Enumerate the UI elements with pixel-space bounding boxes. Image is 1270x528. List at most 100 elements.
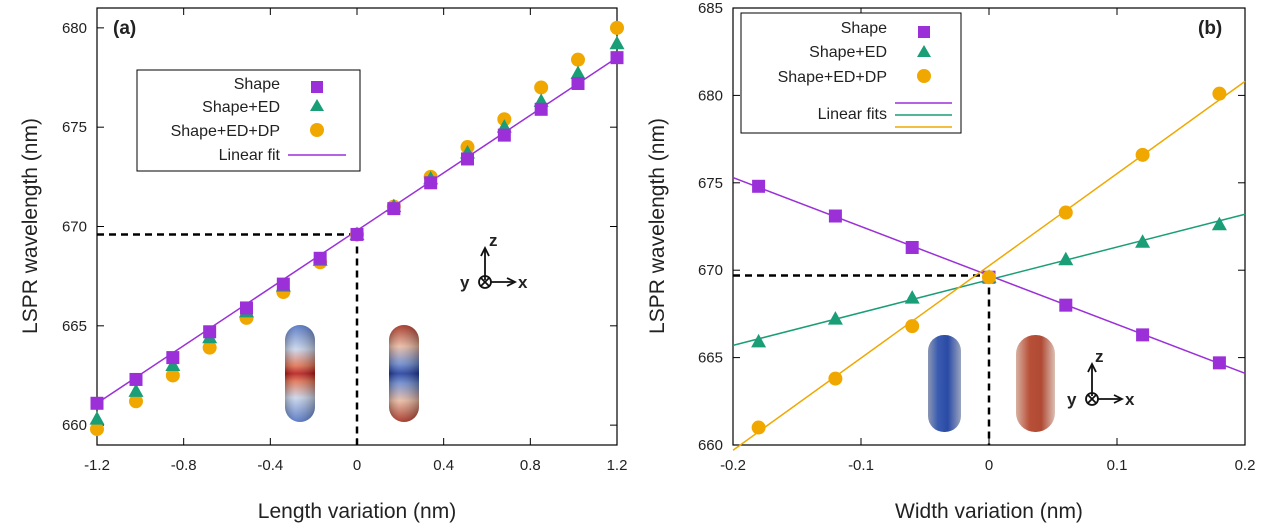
point-shape — [497, 128, 511, 142]
point-shape-ed — [1211, 216, 1227, 231]
x-tick-label: -0.1 — [848, 457, 874, 474]
y-axis-label-b: LSPR wavelength (nm) — [646, 118, 669, 334]
point-shape-ed — [89, 411, 105, 425]
nanorod-image-b-left — [928, 335, 961, 432]
point-shape-ed-dp — [571, 52, 585, 67]
legend-a: Shape Shape+ED Shape+ED+DP Linear fit — [136, 69, 361, 172]
point-shape-ed-dp — [828, 371, 843, 386]
axis-y-label-b: y — [1067, 390, 1077, 409]
legend-a-triangle-icon — [310, 99, 324, 111]
panel-a: -1.2 -0.8 -0.4 0 0.4 0.8 1.2 660 665 670 675 680 (a… — [19, 7, 627, 523]
legend-a-shape-ed-dp-label: Shape+ED+DP — [171, 123, 280, 140]
y-tick-label: 660 — [62, 417, 87, 434]
legend-b-circle-icon — [917, 69, 931, 83]
point-shape-ed-dp — [90, 422, 104, 437]
point-shape — [166, 351, 180, 365]
x-tick-label: 0.8 — [520, 457, 541, 474]
point-shape-ed — [609, 35, 625, 50]
point-shape — [387, 202, 401, 216]
point-shape-ed — [751, 333, 767, 348]
axis-z-label-b: z — [1095, 347, 1104, 366]
point-shape — [203, 325, 217, 339]
legend-b-fits-label: Linear fits — [818, 106, 887, 123]
point-shape — [828, 209, 842, 223]
point-shape — [90, 396, 104, 410]
point-shape-ed — [827, 311, 843, 325]
legend-b-shape-ed-label: Shape+ED — [809, 44, 887, 61]
legend-a-circle-icon — [310, 123, 324, 137]
panel-b: -0.2 -0.1 0 0.1 0.2 660 665 670 675 680 685 (b) Wi… — [646, 0, 1255, 523]
y-tick-label: 680 — [62, 20, 87, 37]
point-shape-ed-dp — [982, 270, 996, 285]
nanorod-image-a-left — [285, 325, 315, 422]
point-shape — [571, 76, 585, 90]
point-shape-ed — [570, 65, 586, 80]
point-shape — [1136, 328, 1150, 342]
legend-b-square-icon — [918, 26, 930, 38]
reference-lines-a — [97, 233, 359, 445]
y-tick-label: 670 — [698, 262, 723, 279]
point-shape — [424, 176, 438, 190]
coordinate-axes-a — [478, 245, 518, 289]
point-shape-ed — [1135, 234, 1151, 248]
point-shape-ed-dp — [534, 80, 549, 95]
y-tick-label: 660 — [698, 437, 723, 454]
linear-fits-b — [732, 80, 1246, 451]
legend-a-square-icon — [311, 81, 323, 93]
data-points-b — [751, 86, 1227, 435]
legend-b: Shape Shape+ED Shape+ED+DP Linear fits — [740, 12, 962, 134]
panel-label-a: (a) — [113, 18, 136, 39]
point-shape — [752, 179, 766, 193]
point-shape-ed — [128, 383, 144, 397]
reference-lines-b — [733, 274, 991, 445]
point-shape — [534, 102, 548, 116]
coordinate-axes-b — [1085, 361, 1125, 406]
point-shape-ed-dp — [165, 368, 180, 383]
y-tick-label: 670 — [62, 219, 87, 236]
y-axis-label-a: LSPR wavelength (nm) — [19, 118, 42, 334]
ticks-b: -0.2 -0.1 0 0.1 0.2 660 665 670 675 680 685 — [698, 0, 1255, 474]
axis-y-label-a: y — [460, 273, 470, 292]
point-shape-ed-dp — [905, 319, 920, 334]
legend-b-shape-ed-dp-label: Shape+ED+DP — [778, 69, 887, 86]
x-axis-label-b: Width variation (nm) — [895, 500, 1083, 523]
y-tick-label: 675 — [62, 119, 87, 136]
point-shape-ed-dp — [202, 340, 217, 355]
y-tick-label: 680 — [698, 87, 723, 104]
point-shape-ed-dp — [1135, 147, 1150, 162]
fit-line — [732, 80, 1246, 451]
point-shape-ed — [165, 357, 181, 372]
point-shape — [610, 51, 624, 65]
axis-z-label-a: z — [489, 231, 498, 250]
legend-a-shape-ed-label: Shape+ED — [202, 99, 280, 116]
point-shape-ed-dp — [1058, 205, 1073, 220]
point-shape — [240, 301, 253, 315]
panel-label-b: (b) — [1198, 18, 1222, 39]
x-tick-label: -0.2 — [720, 457, 746, 474]
legend-b-triangle-icon — [917, 45, 931, 57]
point-shape-ed-dp — [751, 420, 766, 435]
point-shape-ed-dp — [610, 20, 624, 35]
point-shape — [350, 227, 364, 241]
point-shape-ed-dp — [1212, 86, 1227, 101]
y-tick-label: 675 — [698, 175, 723, 192]
y-tick-label: 665 — [62, 318, 87, 335]
point-shape-ed — [904, 290, 920, 304]
point-shape — [461, 152, 474, 166]
point-shape — [313, 251, 327, 265]
x-tick-label: 0 — [985, 457, 993, 474]
point-shape-ed — [1058, 251, 1074, 266]
axis-x-label-b: x — [1125, 390, 1135, 409]
x-tick-label: 0.4 — [433, 457, 454, 474]
axis-x-label-a: x — [518, 273, 528, 292]
y-tick-label: 665 — [698, 350, 723, 367]
point-shape — [276, 277, 290, 291]
nanorod-image-b-right — [1016, 335, 1055, 432]
x-tick-label: -0.4 — [257, 457, 283, 474]
x-tick-label: 0.1 — [1107, 457, 1128, 474]
data-points-a — [89, 20, 625, 437]
point-shape — [129, 372, 143, 386]
x-axis-label-a: Length variation (nm) — [258, 500, 456, 523]
x-tick-label: -0.8 — [171, 457, 197, 474]
